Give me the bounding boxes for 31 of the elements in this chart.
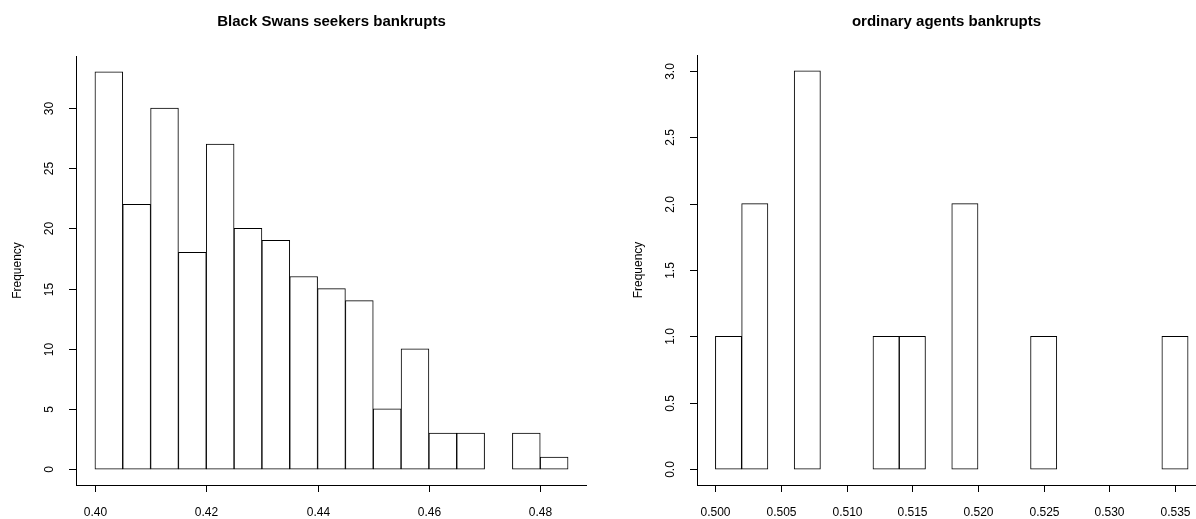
y-tick-label: 0.0: [663, 460, 678, 478]
x-tick-label: 0.48: [528, 505, 553, 519]
x-tick-label: 0.530: [1094, 505, 1125, 519]
y-tick-label: 1.5: [663, 261, 678, 279]
y-tick-label: 10: [42, 342, 57, 357]
y-tick-label: 25: [42, 161, 57, 176]
x-tick-label: 0.505: [766, 505, 797, 519]
x-tick-label: 0.520: [963, 505, 994, 519]
y-tick-label: 0: [42, 465, 57, 473]
x-tick-label: 0.46: [417, 505, 442, 519]
x-tick-label: 0.515: [897, 505, 928, 519]
x-tick-label: 0.500: [700, 505, 731, 519]
y-tick-label: 2.0: [663, 195, 678, 213]
x-tick-label: 0.44: [306, 505, 331, 519]
x-tick-label: 0.40: [83, 505, 108, 519]
y-axis-title: Frequency: [631, 241, 646, 299]
y-tick-label: 30: [42, 101, 57, 116]
chart-title: ordinary agents bankrupts: [851, 12, 1042, 30]
y-axis-title: Frequency: [10, 242, 25, 299]
y-tick-label: 15: [42, 282, 57, 297]
y-tick-label: 20: [42, 221, 57, 236]
y-tick-label: 0.5: [663, 394, 678, 412]
y-tick-label: 5: [42, 405, 57, 413]
x-tick-label: 0.525: [1029, 505, 1060, 519]
y-tick-label: 2.5: [663, 128, 678, 146]
y-tick-label: 3.0: [663, 62, 678, 80]
x-tick-label: 0.510: [832, 505, 863, 519]
chart-title: Black Swans seekers bankrupts: [217, 12, 446, 30]
y-tick-label: 1.0: [663, 327, 678, 345]
x-tick-label: 0.42: [194, 505, 219, 519]
x-tick-label: 0.535: [1160, 505, 1191, 519]
